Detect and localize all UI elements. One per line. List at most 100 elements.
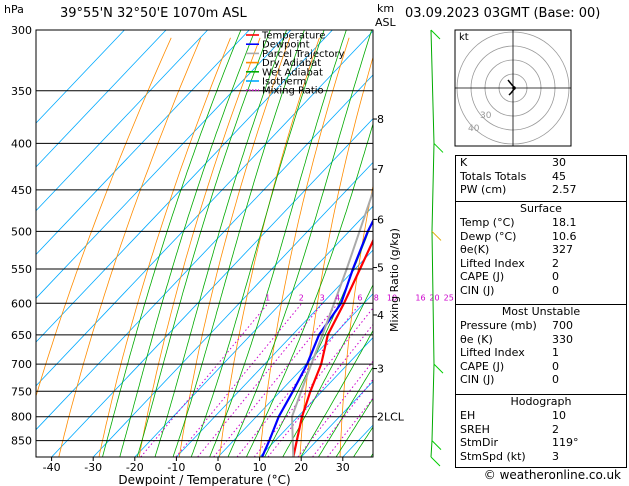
most-unstable-row: Pressure (mb) 700 [456,319,626,333]
hodograph-label: SREH [460,422,490,436]
surface-label: Dewp (°C) [460,229,517,243]
hodograph-ring-label: 40 [468,124,480,134]
mixing-ratio-line [327,397,373,457]
hodograph-label: StmSpd (kt) [460,449,526,463]
mixing-ratio-label: 16 [415,293,425,302]
isotherm-line [259,337,373,457]
isotherm-line [92,161,373,457]
mixing-ratio-label: 10 [387,293,397,302]
surface-value: 10.6 [552,229,577,243]
most-unstable-row: θe (K) 330 [456,333,626,347]
wind-profile [430,29,444,467]
hodograph-label: StmDir [460,436,499,450]
most-unstable-label: Lifted Index [460,346,525,360]
isotherm-line [36,30,333,343]
mixing-ratio-line [140,302,269,457]
height-tick-label: 2LCL [377,411,405,424]
mixing-ratio-line [253,307,373,457]
index-value: 30 [552,156,566,169]
most-unstable-value: 330 [552,332,573,346]
most-unstable-value: 700 [552,319,573,332]
mixing-ratio-axis-title: Mixing Ratio (g/kg) [388,228,401,332]
mixing-ratio-label: 25 [444,293,454,302]
most-unstable-row: Lifted Index 1 [456,346,626,360]
pressure-tick-label: 700 [11,358,32,371]
pressure-tick-label: 550 [11,263,32,276]
most-unstable-row: CIN (J) 0 [456,373,626,387]
height-unit-asl: ASL [375,16,397,29]
footer-credit: © weatheronline.co.uk [483,468,621,482]
mixing-ratio-line [236,302,361,457]
legend-label: Isotherm [262,77,306,88]
x-tick-label: -20 [126,461,144,474]
surface-label: Temp (°C) [460,216,515,229]
mixing-ratio-label: 20 [429,293,439,302]
mixing-ratio-line [197,302,324,457]
dry-adiabat-line [36,37,172,398]
pressure-tick-label: 450 [11,184,32,197]
dry-adiabat-line [339,183,373,457]
mixing-ratio-label: 3 [320,293,325,302]
x-tick-label: 20 [294,461,308,474]
isotherm-line [134,205,373,457]
most-unstable-value: 0 [552,373,559,387]
most-unstable-box: Most Unstable Pressure (mb) 700 θe (K) 330 L… [455,304,627,396]
most-unstable-label: θe (K) [460,332,493,346]
plot-frame [35,29,374,458]
index-row: PW (cm) 2.57 [456,183,626,197]
series-parcel-trajectory-line [290,188,373,457]
hodograph-box: Hodograph EH 10 SREH 2 StmDir 119° StmSpd (kt)… [455,394,627,468]
hodograph-value: 2 [552,422,559,436]
height-tick-label: 6 [377,213,384,226]
mixing-ratio-line [297,360,373,457]
x-tick-label: 0 [215,461,222,474]
isotherm-line [36,30,292,299]
index-label: PW (cm) [460,183,507,197]
index-row: K 30 [456,156,626,170]
surface-label: CIN (J) [460,283,495,297]
legend-label: Temperature [261,31,325,42]
pressure-tick-label: 600 [11,297,32,310]
wind-barb [430,29,441,40]
legend-label: Parcel Trajectory [262,49,345,60]
x-tick-label: -10 [167,461,185,474]
hodograph-label: EH [460,409,476,422]
isotherm-line [36,30,250,256]
surface-value: 0 [552,270,559,284]
most-unstable-list: Pressure (mb) 700 θe (K) 330 Lifted Index 1 CA… [456,319,626,387]
index-label: Totals Totals [460,169,527,183]
index-value: 45 [552,169,566,183]
indices-box: K 30 Totals Totals 45 PW (cm) 2.57 [455,155,627,203]
dry-adiabat-line [98,37,231,457]
mixing-ratio-label: 8 [374,293,379,302]
x-tick-label: 30 [336,461,350,474]
dry-adiabat-line [178,37,291,457]
surface-title: Surface [520,202,562,215]
wet-adiabat-line [136,30,271,457]
x-tick-label: -40 [43,461,61,474]
hodograph-storm-point [512,86,516,90]
height-tick-label: 8 [377,113,384,126]
wet-adiabat-line [119,30,256,457]
hodograph-title: Hodograph [510,395,572,408]
isotherm-line [36,30,167,168]
pressure-tick-label: 300 [11,24,32,37]
pressure-tick-label: 850 [11,435,32,448]
hodograph-ring-label: 30 [480,111,492,121]
surface-row: Temp (°C) 18.1 [456,216,626,230]
mixing-ratio-line [312,378,373,457]
most-unstable-label: CIN (J) [460,373,495,387]
dry-adiabat-line [58,37,202,457]
surface-label: CAPE (J) [460,270,505,284]
isotherm-line [36,30,125,124]
mixing-ratio-label: 1 [265,293,270,302]
wind-barb [430,456,441,467]
legend-label: Dry Adiabat [262,58,321,69]
mixing-ratio-label: 6 [357,293,362,302]
hodograph-value: 119° [552,436,579,450]
dry-adiabat-line [138,37,261,457]
mixing-ratio-line [267,323,373,457]
hodograph-kt-label: kt [459,32,469,43]
